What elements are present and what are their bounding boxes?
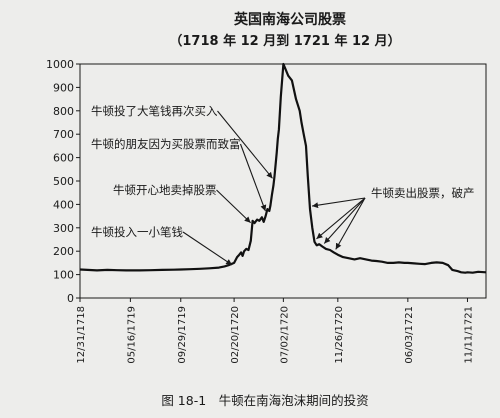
y-tick-label: 900 xyxy=(53,81,74,94)
y-tick-label: 1000 xyxy=(46,58,74,71)
annotation-arrow xyxy=(217,110,273,179)
annotation-label: 牛顿投了大笔钱再次买入 xyxy=(91,104,218,118)
y-tick-label: 700 xyxy=(53,128,74,141)
x-tick-label: 02/20/1720 xyxy=(230,306,241,364)
annotation-arrow xyxy=(239,143,267,212)
y-tick-label: 300 xyxy=(53,222,74,235)
x-tick-label: 07/02/1720 xyxy=(279,306,290,364)
x-tick-label: 05/16/1719 xyxy=(126,306,137,364)
y-tick-label: 800 xyxy=(53,105,74,118)
figure-caption: 图 18-1 牛顿在南海泡沫期间的投资 xyxy=(161,393,368,408)
annotation-arrow xyxy=(311,197,366,209)
x-tick-label: 11/26/1720 xyxy=(334,306,345,364)
x-tick-label: 09/29/1719 xyxy=(177,306,188,364)
plot-frame xyxy=(79,63,487,299)
y-tick-label: 100 xyxy=(53,269,74,282)
annotation-arrow xyxy=(216,189,252,224)
y-tick-label: 0 xyxy=(67,292,74,305)
x-tick-label: 12/31/1718 xyxy=(76,306,87,364)
x-tick-label: 06/03/1721 xyxy=(404,306,415,364)
y-tick-label: 200 xyxy=(53,245,74,258)
y-tick-label: 600 xyxy=(53,152,74,165)
annotation-arrow xyxy=(182,231,233,266)
annotation-label: 牛顿的朋友因为买股票而致富 xyxy=(91,137,241,151)
annotation-arrow xyxy=(335,197,366,250)
annotation-label: 牛顿卖出股票，破产 xyxy=(371,186,475,200)
series-line xyxy=(79,62,487,274)
chart-title: 英国南海公司股票 xyxy=(233,11,346,28)
chart-subtitle: （1718 年 12 月到 1721 年 12 月） xyxy=(169,33,400,49)
annotation-arrow xyxy=(316,197,366,240)
annotation-label: 牛顿开心地卖掉股票 xyxy=(113,183,217,197)
y-tick-label: 500 xyxy=(53,175,74,188)
annotation-arrow xyxy=(323,197,366,244)
annotation-label: 牛顿投入一小笔钱 xyxy=(91,225,183,239)
y-tick-label: 400 xyxy=(53,198,74,211)
x-tick-label: 11/11/1721 xyxy=(463,306,474,364)
plot-area: 0 100 200 300 400 500 600 700 800 900 1000 12/31/17… xyxy=(46,58,487,364)
